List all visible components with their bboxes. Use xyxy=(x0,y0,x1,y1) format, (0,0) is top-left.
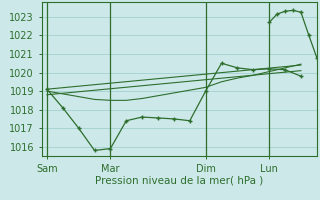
X-axis label: Pression niveau de la mer( hPa ): Pression niveau de la mer( hPa ) xyxy=(95,175,263,185)
